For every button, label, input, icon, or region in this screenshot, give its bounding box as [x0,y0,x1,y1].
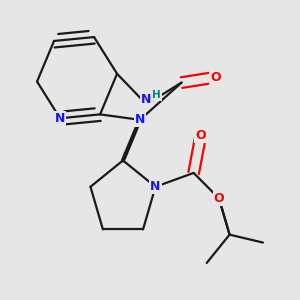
Text: H: H [152,90,161,100]
Text: O: O [195,129,206,142]
Text: N: N [141,93,152,106]
Text: O: O [210,71,221,84]
Text: N: N [135,113,145,126]
Text: O: O [214,192,224,205]
Text: N: N [55,112,65,125]
Text: N: N [150,180,161,193]
